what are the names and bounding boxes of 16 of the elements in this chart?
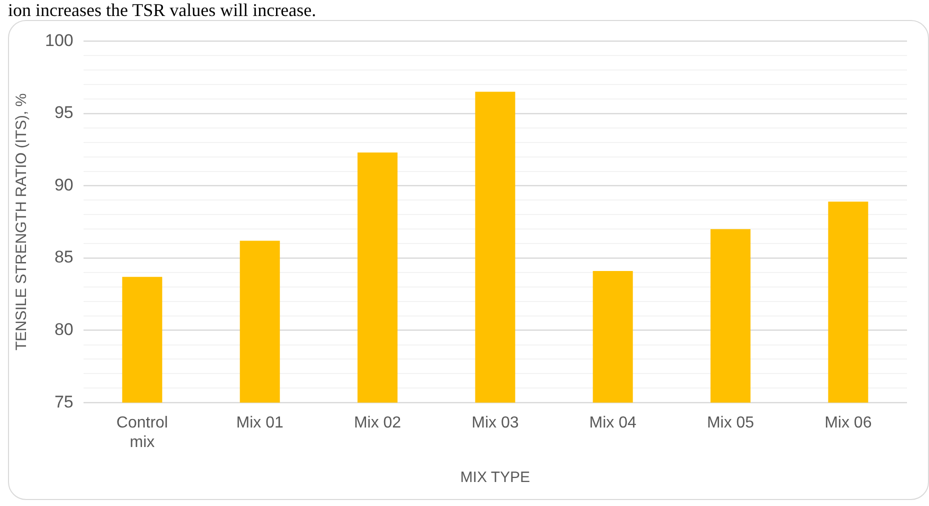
x-tick-label: Mix 05: [706, 414, 754, 432]
y-tick-label: 80: [54, 320, 74, 340]
x-tick-label: Mix 04: [589, 414, 637, 432]
y-axis-title: TENSILE STRENGTH RATIO (ITS), %: [13, 93, 30, 351]
y-tick-label: 75: [54, 392, 74, 412]
y-tick-label: 100: [44, 30, 74, 50]
x-tick-label: Control mix: [116, 414, 168, 451]
x-tick-label: Mix 03: [472, 414, 519, 432]
x-tick-label: Mix 06: [824, 414, 872, 432]
x-axis-title: MIX TYPE: [460, 469, 530, 486]
y-tick-label: 95: [54, 103, 74, 122]
text: ion increases the TSR values will increase.: [8, 0, 318, 20]
x-tick-label: Mix 02: [354, 414, 402, 432]
y-tick-label: 85: [54, 248, 74, 267]
y-tick-label: 90: [54, 175, 74, 194]
x-tick-label: Mix 01: [236, 414, 284, 432]
